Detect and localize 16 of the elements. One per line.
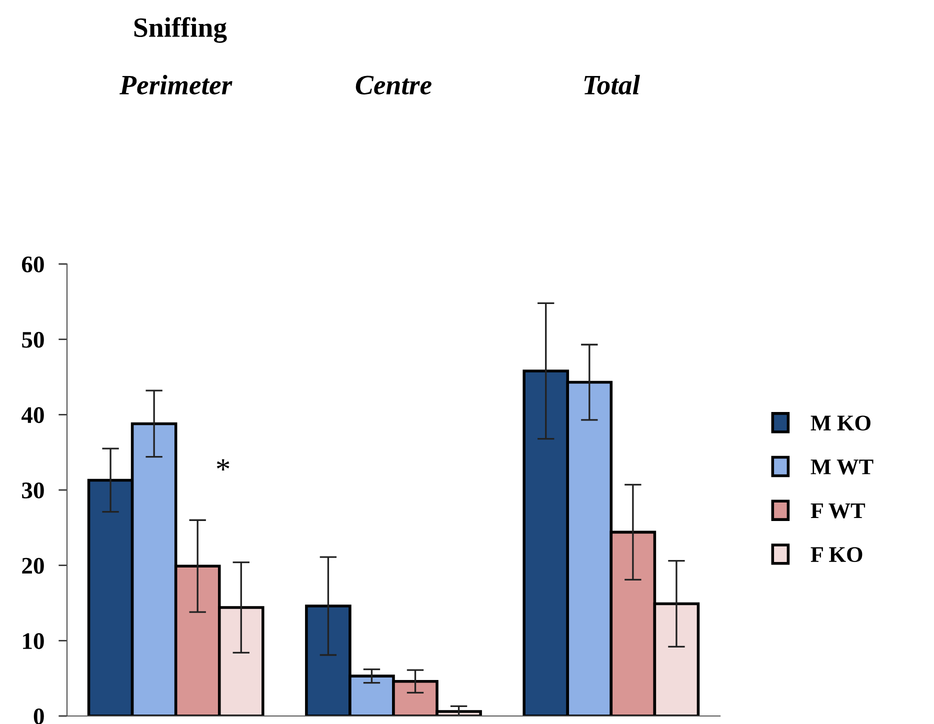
legend-label: F WT — [810, 503, 866, 518]
y-tick-label: 50 — [22, 332, 44, 348]
chart-title: Sniffing — [134, 17, 227, 43]
x-tick-label: Perimeter — [120, 74, 232, 94]
legend-label: M WT — [810, 460, 874, 474]
annotation: * — [216, 459, 230, 470]
x-tick-label: Centre — [356, 76, 432, 94]
y-tick-label: 60 — [22, 256, 44, 272]
y-tick-label: 30 — [22, 482, 44, 498]
legend-label: M KO — [810, 416, 870, 431]
y-tick-label: 20 — [22, 558, 44, 574]
y-tick-label: 40 — [21, 407, 44, 424]
y-tick-label: 0 — [34, 708, 44, 724]
x-tick-label: Total — [584, 74, 640, 94]
legend-label: F KO — [810, 547, 862, 562]
y-tick-label: 10 — [23, 633, 44, 650]
